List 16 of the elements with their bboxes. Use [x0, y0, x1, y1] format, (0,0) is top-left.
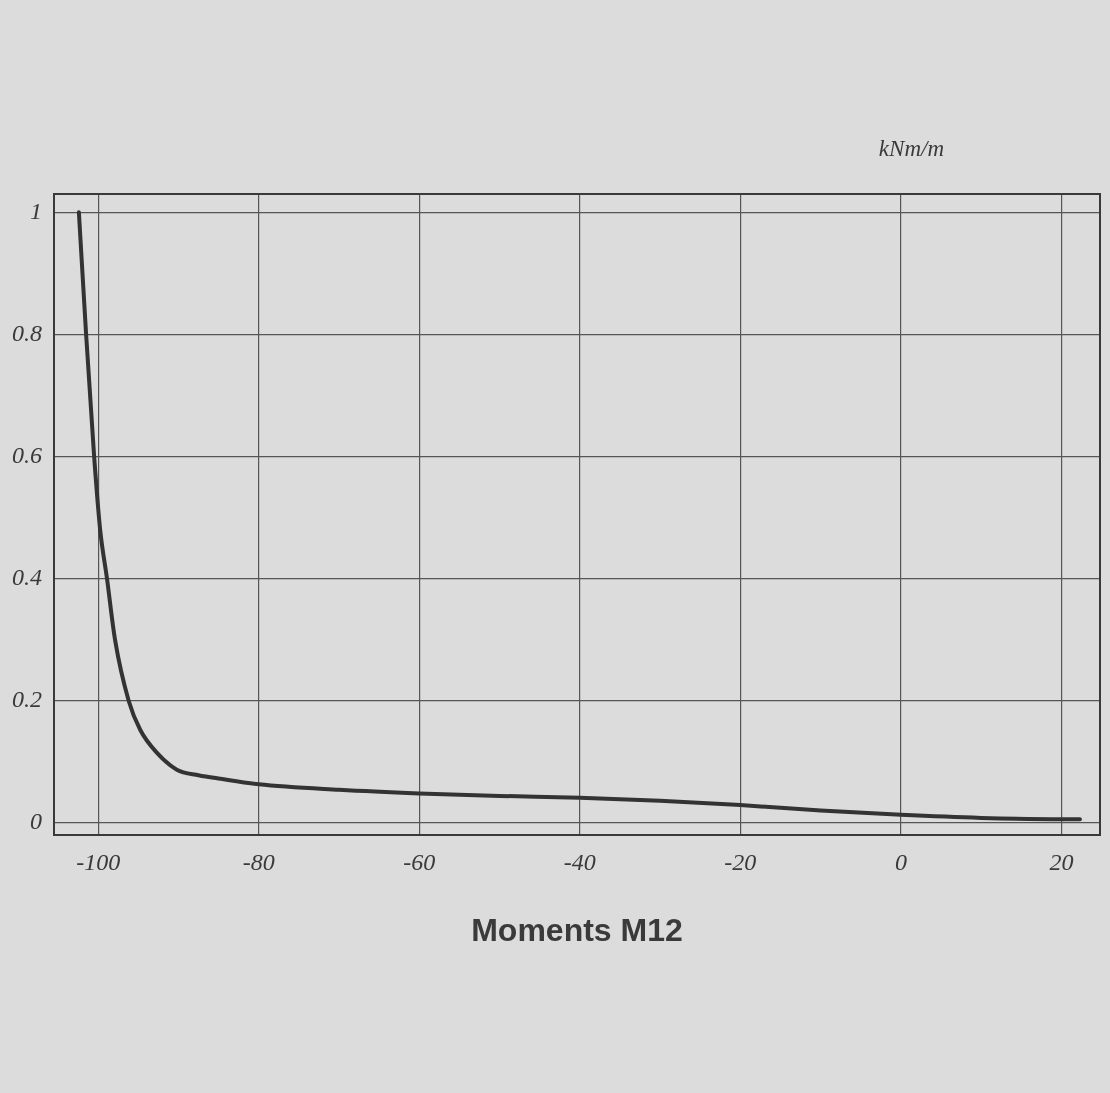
- x-tick-label: 20: [1049, 848, 1074, 875]
- x-tick-label: -60: [403, 848, 436, 875]
- x-tick-label: -40: [563, 848, 596, 875]
- y-tick-label: 0.6: [12, 441, 42, 468]
- line-series: [76, 210, 1082, 822]
- y-tick-label: 0.2: [12, 686, 42, 713]
- x-axis-title: kNm/m: [878, 136, 944, 162]
- x-tick-label: 0: [894, 848, 907, 875]
- y-tick-label: 0: [30, 808, 42, 835]
- y-tick-label: 0.8: [12, 319, 42, 346]
- x-tick-label: -100: [76, 848, 121, 875]
- x-tick-label: -80: [242, 848, 275, 875]
- x-tick-label: -20: [724, 848, 757, 875]
- y-tick-label: 0.4: [12, 563, 42, 590]
- text: Moments M12: [470, 912, 684, 949]
- y-tick-label: 1: [30, 197, 42, 224]
